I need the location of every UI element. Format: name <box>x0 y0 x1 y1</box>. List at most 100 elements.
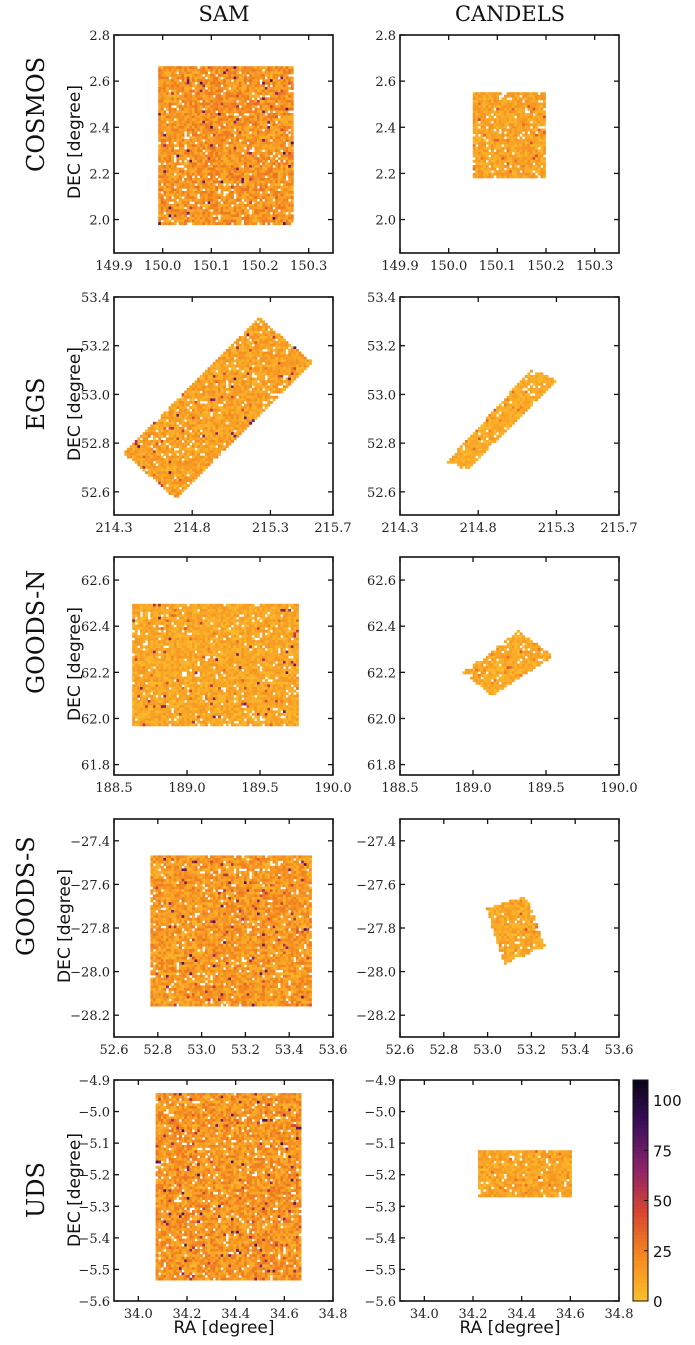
heatmap-cell <box>488 94 492 98</box>
heatmap-cell <box>270 175 273 179</box>
heatmap-cell <box>166 79 169 83</box>
heatmap-cell <box>173 92 177 96</box>
heatmap-cell <box>506 123 510 127</box>
heatmap-cell <box>173 214 177 218</box>
heatmap-cell <box>153 440 156 443</box>
heatmap-cell <box>181 100 185 103</box>
heatmap-cell <box>283 162 286 166</box>
heatmap-cell <box>192 81 195 85</box>
heatmap-cell <box>199 445 203 449</box>
heatmap-cell <box>246 193 250 197</box>
heatmap-cell <box>524 154 528 158</box>
heatmap-cell <box>264 66 268 70</box>
heatmap-cell <box>218 107 221 111</box>
heatmap-cell <box>496 115 500 119</box>
heatmap-cell <box>280 193 284 197</box>
heatmap-cell <box>246 178 250 181</box>
heatmap-cell <box>205 421 208 425</box>
heatmap-cell <box>158 94 162 98</box>
heatmap-cell <box>246 159 250 163</box>
heatmap-cell <box>215 401 219 404</box>
heatmap-cell <box>199 196 203 200</box>
heatmap-cell <box>184 211 188 215</box>
heatmap-cell <box>251 211 255 215</box>
heatmap-cell <box>168 92 172 96</box>
heatmap-cell <box>524 175 528 179</box>
heatmap-cell <box>472 115 476 119</box>
heatmap-cell <box>215 172 219 176</box>
heatmap-cell <box>212 170 216 174</box>
heatmap-cell <box>145 442 149 446</box>
heatmap-cell <box>194 419 198 423</box>
heatmap-cell <box>194 115 198 119</box>
heatmap-cell <box>179 87 182 90</box>
heatmap-cell <box>186 442 190 446</box>
heatmap-cell <box>166 198 169 202</box>
heatmap-cell <box>275 211 279 215</box>
heatmap-cell <box>228 76 232 80</box>
heatmap-cell <box>491 97 494 101</box>
heatmap-cell <box>223 154 227 158</box>
heatmap-cell <box>496 92 500 96</box>
heatmap-cell <box>519 102 523 106</box>
heatmap-cell <box>127 447 130 451</box>
heatmap-cell <box>140 455 143 459</box>
heatmap-cell <box>540 123 544 127</box>
heatmap-cell <box>137 440 141 443</box>
heatmap-cell <box>168 157 172 161</box>
heatmap-cell <box>212 185 216 189</box>
heatmap-cell <box>220 170 224 174</box>
heatmap-cell <box>166 87 169 90</box>
heatmap-cell <box>166 463 169 467</box>
heatmap-cell <box>223 429 227 433</box>
heatmap-cell <box>220 185 224 189</box>
heatmap-cell <box>194 390 198 394</box>
heatmap-cell <box>197 222 201 226</box>
heatmap-cell <box>511 162 515 166</box>
heatmap-cell <box>215 455 219 459</box>
heatmap-cell <box>168 484 172 488</box>
heatmap-cell <box>277 139 281 142</box>
heatmap-cell <box>275 204 279 207</box>
heatmap-cell <box>530 102 533 106</box>
heatmap-cell <box>225 87 229 90</box>
heatmap-cell <box>259 193 263 197</box>
heatmap-cell <box>493 118 497 122</box>
heatmap-cell <box>223 74 227 77</box>
heatmap-cell <box>179 437 182 441</box>
heatmap-cell <box>480 107 484 111</box>
heatmap-cell <box>257 76 260 80</box>
heatmap-cell <box>215 193 219 197</box>
heatmap-cell <box>259 206 263 210</box>
heatmap-cell <box>220 440 224 443</box>
heatmap-cell <box>522 120 526 124</box>
heatmap-cell <box>205 453 208 456</box>
colorbar-segment <box>633 1253 648 1258</box>
heatmap-cell <box>290 198 294 202</box>
heatmap-cell <box>532 175 536 179</box>
heatmap-cell <box>524 100 528 103</box>
heatmap-cell <box>233 110 237 114</box>
heatmap-cell <box>189 191 193 194</box>
heatmap-cell <box>225 178 229 181</box>
heatmap-cell <box>272 94 276 98</box>
heatmap-cell <box>511 94 515 98</box>
heatmap-cell <box>215 362 219 365</box>
heatmap-cell <box>517 118 520 122</box>
heatmap-cell <box>220 398 224 402</box>
heatmap-cell <box>501 115 505 119</box>
heatmap-cell <box>540 118 544 122</box>
heatmap-cell <box>285 204 289 207</box>
heatmap-cell <box>220 393 224 397</box>
heatmap-cell <box>537 165 541 168</box>
heatmap-cell <box>280 79 284 83</box>
heatmap-cell <box>504 123 507 127</box>
heatmap-cell <box>218 442 221 446</box>
heatmap-cell <box>192 437 195 441</box>
heatmap-cell <box>205 375 208 378</box>
heatmap-cell <box>147 455 151 459</box>
heatmap-cell <box>207 79 211 83</box>
heatmap-cell <box>527 152 531 155</box>
heatmap-cell <box>233 211 237 215</box>
heatmap-cell <box>160 146 164 150</box>
